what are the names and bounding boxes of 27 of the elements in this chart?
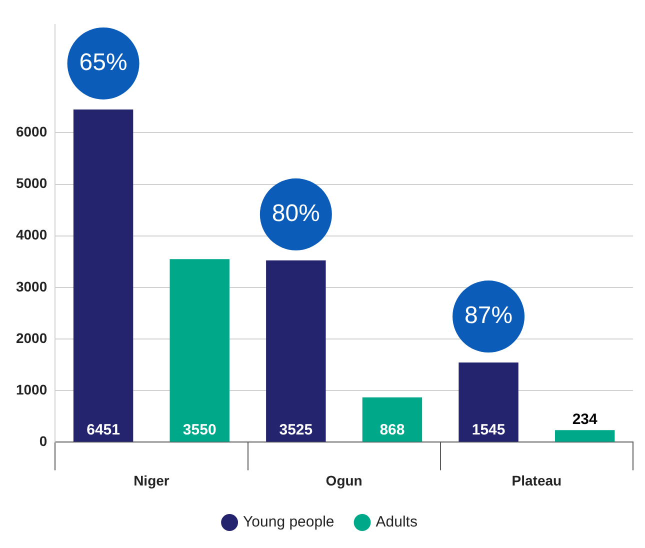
y-tick-label: 2000 <box>16 330 48 346</box>
data-label: 6451 <box>86 421 120 438</box>
y-tick-label: 6000 <box>16 124 48 140</box>
y-tick-label: 5000 <box>16 175 48 192</box>
x-tick-label: Niger <box>134 472 170 488</box>
data-label: 3550 <box>182 421 216 438</box>
data-label: 3525 <box>279 421 313 438</box>
legend-label: Adults <box>376 514 418 531</box>
legend-label: Young people <box>243 514 334 531</box>
bar <box>266 260 326 442</box>
annotation: 80% <box>272 200 320 228</box>
data-label: 234 <box>572 410 598 428</box>
x-tick-label: Ogun <box>326 472 362 488</box>
data-label: 1545 <box>472 421 506 438</box>
bar <box>554 430 615 442</box>
data-label: 868 <box>380 421 405 438</box>
bar <box>170 259 230 442</box>
bar <box>362 397 422 442</box>
annotation: 87% <box>464 302 513 330</box>
bar <box>73 109 134 442</box>
x-tick-label: Plateau <box>512 472 562 488</box>
y-tick-label: 4000 <box>16 226 48 243</box>
y-tick-label: 1000 <box>16 381 48 398</box>
y-tick-label: 0 <box>39 433 48 450</box>
bar <box>458 362 518 442</box>
annotation: 65% <box>79 49 128 76</box>
y-tick-label: 3000 <box>16 278 48 294</box>
